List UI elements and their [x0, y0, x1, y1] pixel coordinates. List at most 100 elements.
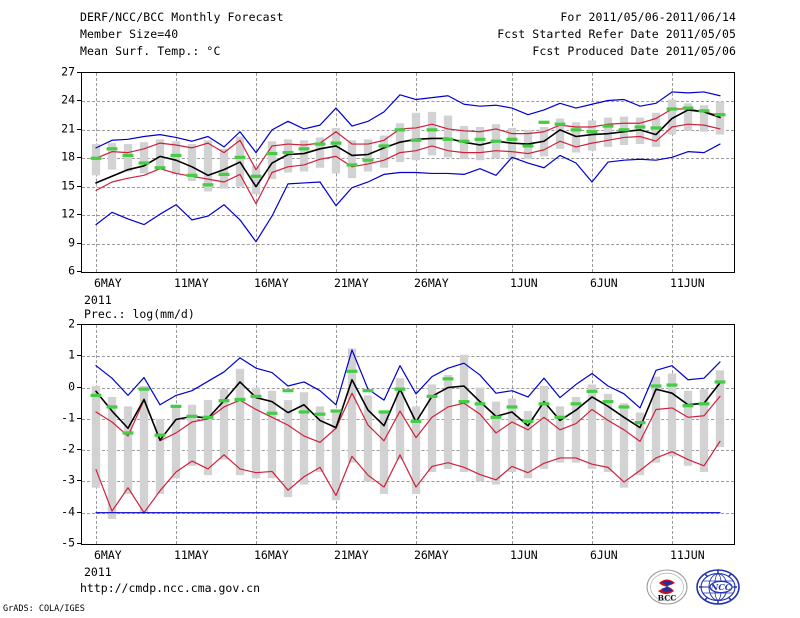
gridline-horizontal: [82, 186, 734, 188]
observed-dash: [202, 183, 214, 187]
spread-bar: [123, 406, 133, 494]
observed-dash: [490, 415, 502, 419]
observed-dash: [442, 137, 454, 141]
temperature-p75-line: [95, 108, 721, 171]
spread-bar: [667, 99, 677, 135]
observed-dash: [234, 155, 246, 159]
spread-bar: [251, 387, 261, 479]
observed-dash: [170, 404, 182, 408]
observed-dash: [522, 144, 534, 148]
observed-dash: [602, 400, 614, 404]
spread-bar: [635, 117, 645, 145]
y-axis-tick-mark: [77, 543, 82, 544]
observed-dash: [346, 163, 358, 167]
y-axis-tick-label: -4: [61, 503, 75, 518]
spread-bar: [139, 386, 149, 513]
observed-dash: [410, 138, 422, 142]
spread-bar: [427, 384, 437, 473]
agency-logos: BCC NCC: [645, 569, 750, 607]
observed-dash: [490, 139, 502, 143]
observed-dash: [426, 128, 438, 132]
x-axis-tick-label: 11JUN: [670, 548, 705, 562]
x-axis-tick-label: 6JUN: [590, 548, 618, 562]
forecast-produced-date: Fcst Produced Date 2011/05/06: [532, 44, 736, 58]
observed-dash: [314, 142, 326, 146]
spread-bar: [219, 148, 229, 189]
spread-bar: [635, 412, 645, 476]
header-left-block: DERF/NCC/BCC Monthly Forecast Member Siz…: [80, 9, 284, 60]
observed-dash: [698, 109, 710, 113]
spread-bar: [315, 137, 325, 168]
x-axis-tick-label: 16MAY: [254, 548, 289, 562]
observed-dash: [330, 409, 342, 413]
y-axis-tick-label: 12: [61, 206, 75, 221]
observed-dash: [586, 130, 598, 134]
gridline-horizontal: [82, 481, 734, 483]
spread-bar: [395, 378, 405, 460]
observed-dash: [282, 151, 294, 155]
gridline-horizontal: [82, 158, 734, 160]
precipitation-max-line: [95, 349, 721, 409]
precipitation-plot-area: [81, 324, 735, 545]
spread-bar: [683, 103, 693, 131]
spread-bar: [715, 370, 725, 448]
observed-dash: [266, 151, 278, 156]
y-axis-tick-label: 18: [61, 149, 75, 164]
observed-dash: [298, 410, 310, 414]
observed-dash: [410, 419, 422, 423]
y-axis-tick-mark: [77, 271, 82, 272]
observed-dash: [650, 126, 662, 130]
spread-bar: [651, 376, 661, 463]
observed-dash: [330, 141, 342, 145]
forecast-period: For 2011/05/06-2011/06/14: [560, 10, 736, 24]
precipitation-p75-line: [95, 392, 721, 443]
x-axis-tick-label: 1JUN: [510, 276, 538, 290]
spread-bar: [411, 406, 421, 494]
bcc-logo: BCC: [646, 569, 688, 605]
observed-dash: [522, 419, 534, 423]
spread-bar: [555, 406, 565, 463]
spread-bar: [283, 139, 293, 173]
temperature-plot-area: [81, 72, 735, 273]
y-axis-tick-mark: [77, 185, 82, 187]
y-axis-tick-label: 9: [68, 234, 75, 249]
spread-bar: [363, 395, 373, 482]
x-axis-tick-label: 6MAY: [94, 276, 122, 290]
y-axis-tick-label: 15: [61, 177, 75, 192]
temperature-mean-line: [95, 109, 721, 188]
gridline-horizontal: [82, 129, 734, 131]
observed-dash: [714, 380, 726, 384]
observed-dash: [90, 156, 102, 160]
observed-dash: [698, 402, 710, 406]
observed-dash: [442, 377, 454, 381]
source-url[interactable]: http://cmdp.ncc.cma.gov.cn: [80, 581, 261, 595]
temperature-panel: 27 24 21 18 15 12 9 6 6MAY 11MAY 16MAY 21MAY 26MAY 1…: [61, 66, 735, 306]
observed-dash: [362, 158, 374, 162]
observed-dash: [394, 387, 406, 391]
spread-bar: [475, 127, 485, 161]
temperature-min-line: [95, 143, 721, 243]
y-axis-tick-mark: [77, 511, 82, 513]
spread-bar: [91, 386, 101, 488]
x-axis-tick-label: 11MAY: [174, 548, 209, 562]
spread-bar: [411, 112, 421, 161]
y-axis-tick-mark: [77, 355, 82, 357]
spread-bar: [203, 140, 213, 192]
spread-bar: [107, 143, 117, 170]
y-axis-tick-label: 21: [61, 121, 75, 136]
spread-bar: [459, 354, 469, 473]
gridline-horizontal: [82, 387, 734, 389]
observed-dash: [538, 120, 550, 124]
observed-dash: [266, 411, 278, 415]
y-axis-tick-label: 6: [68, 263, 75, 278]
x-axis-tick-label: 1JUN: [510, 548, 538, 562]
observed-dash: [346, 369, 358, 373]
observed-dash: [298, 147, 310, 151]
temperature-p25-line: [95, 123, 721, 205]
spread-bar: [379, 135, 389, 168]
y-axis-tick-mark: [77, 157, 82, 159]
observed-dash: [154, 433, 166, 437]
spread-bar: [603, 393, 613, 473]
spread-bar: [603, 117, 613, 147]
observed-dash: [474, 402, 486, 406]
